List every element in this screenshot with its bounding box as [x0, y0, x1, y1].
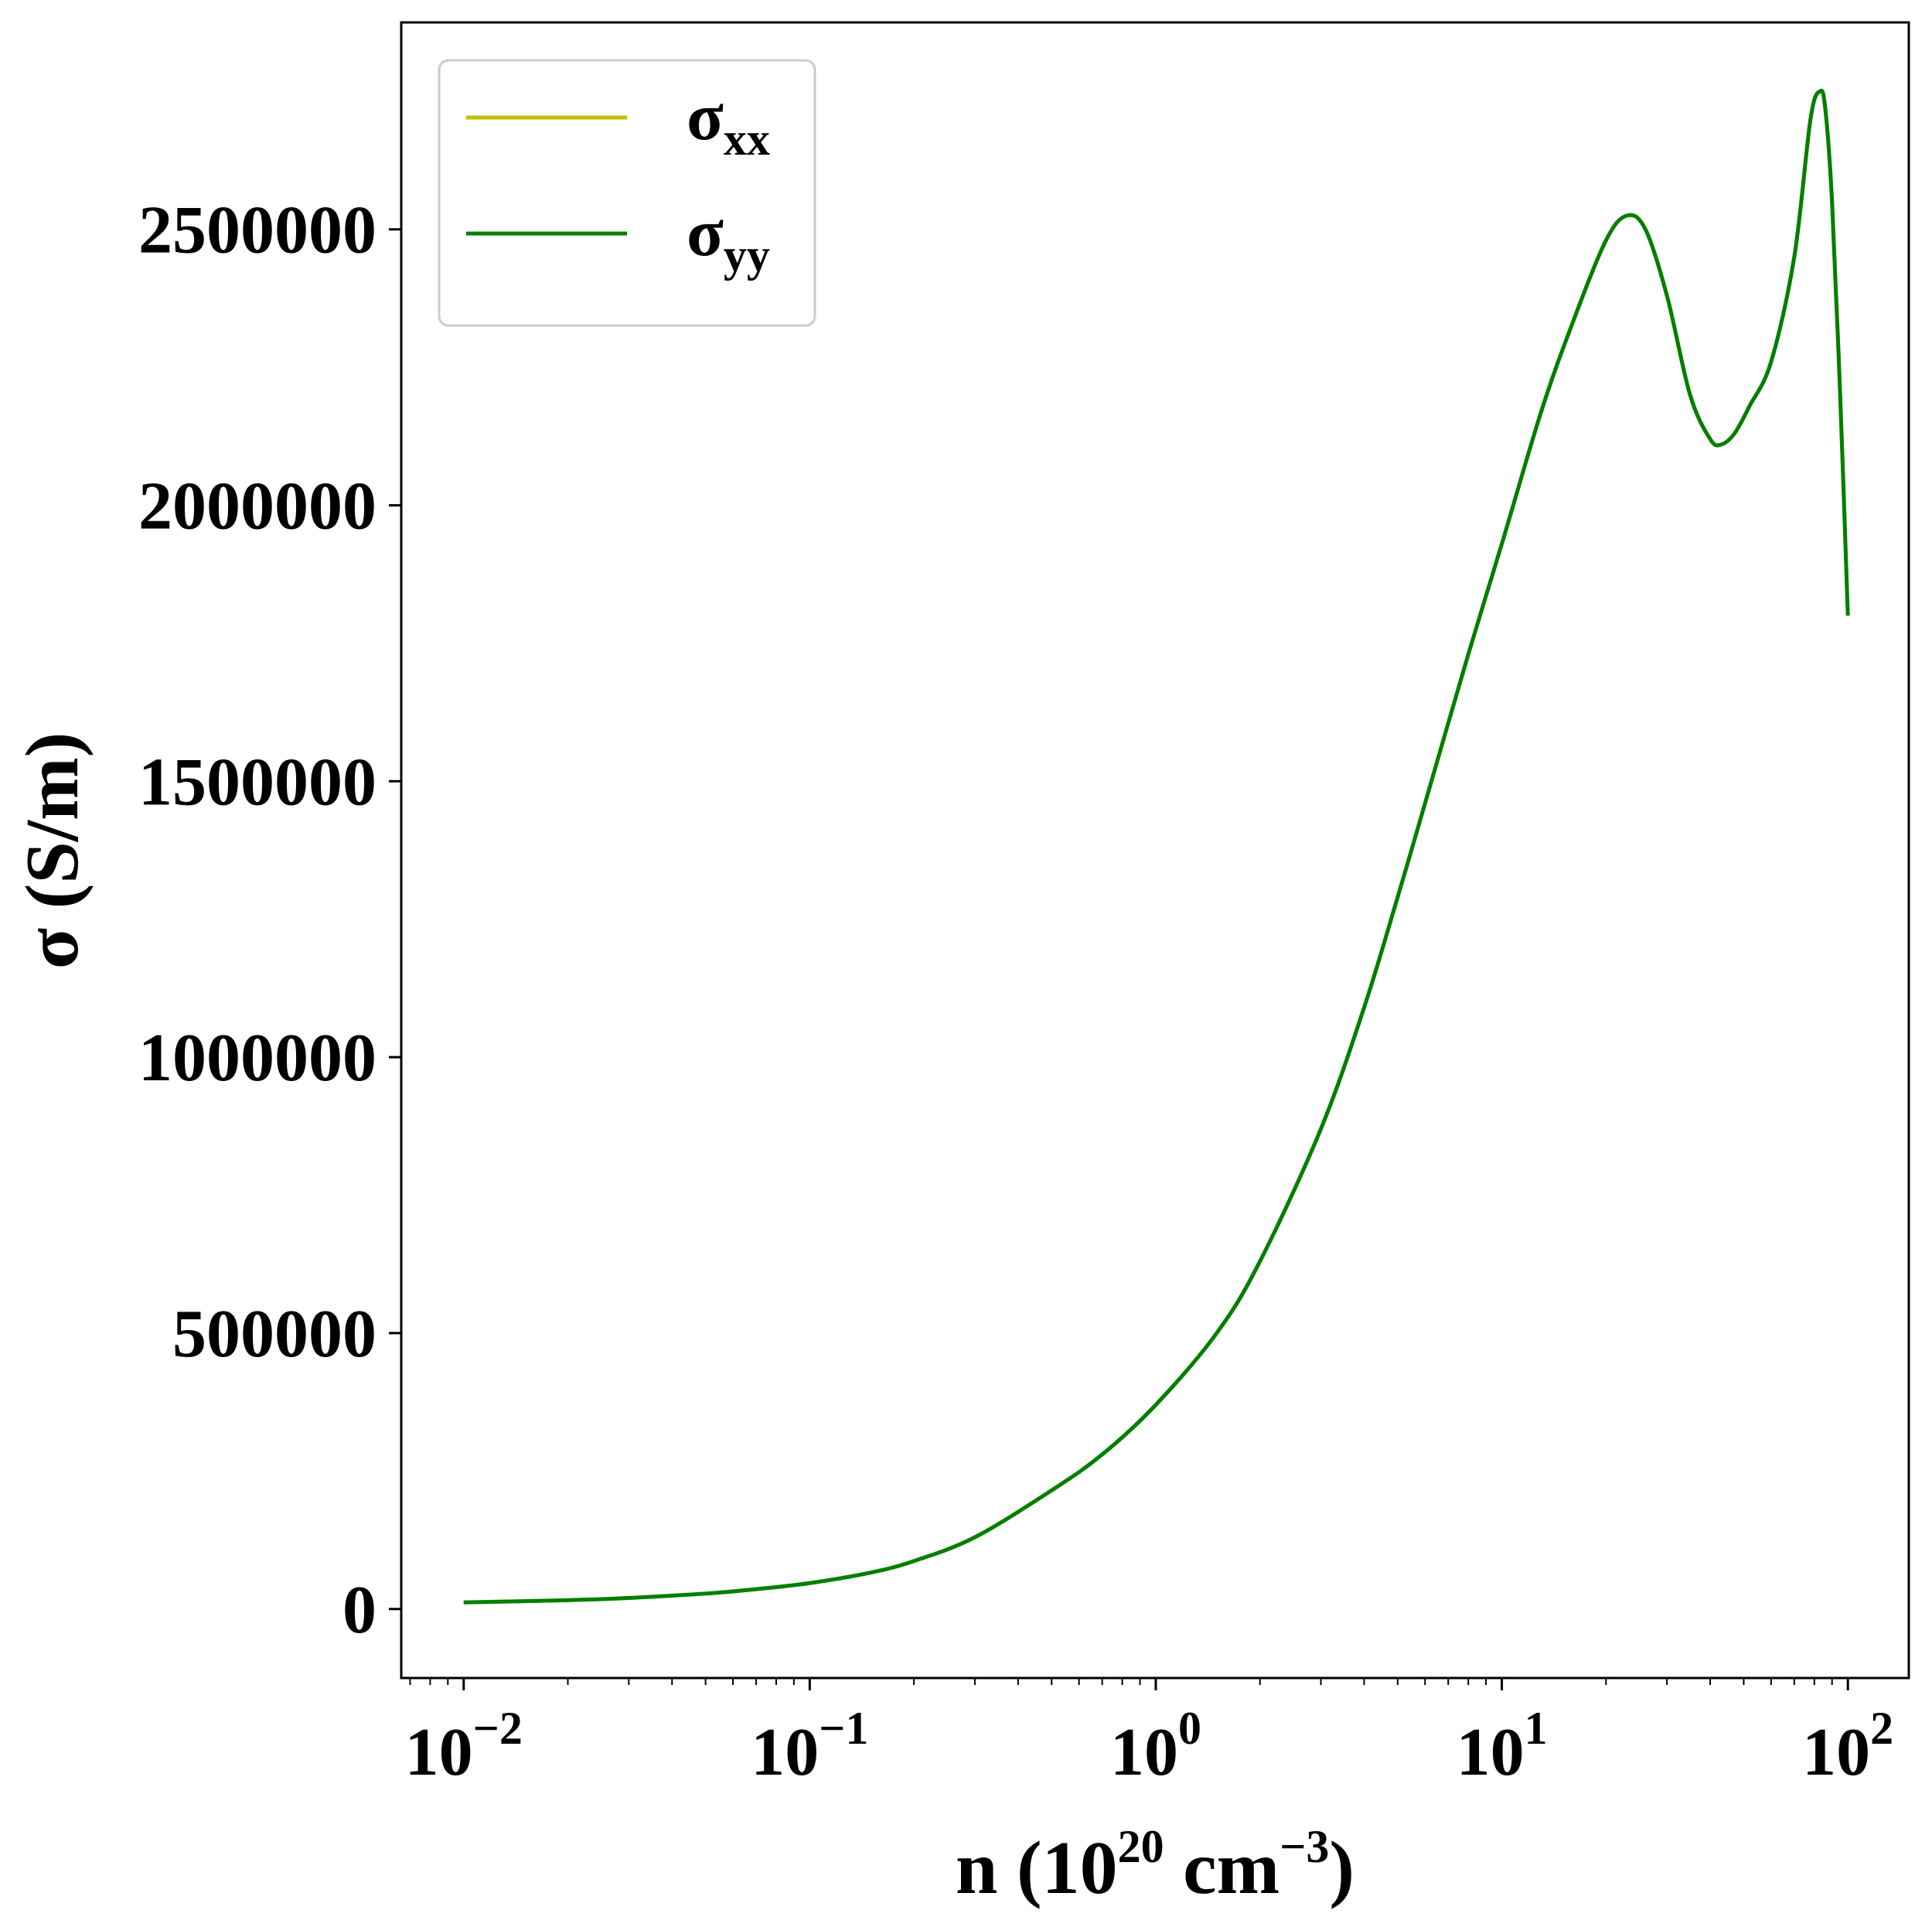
y-tick-label: 2000000	[138, 469, 377, 544]
series-layer	[463, 88, 1850, 1605]
y-tick-label: 500000	[172, 1297, 377, 1372]
x-tick-label: 100	[1110, 1703, 1201, 1790]
legend-box	[438, 59, 816, 327]
series-line-sigma-yy	[463, 88, 1850, 1605]
legend: σxx σyy	[438, 59, 816, 327]
x-axis-ticks: 10−2 10−1 100 101 102	[405, 1678, 1893, 1790]
x-axis-label: n (1020 cm−3)	[956, 1821, 1354, 1910]
legend-label-sigma-yy: σyy	[687, 196, 770, 281]
y-axis-ticks: 0 500000 1000000 1500000 2000000 2500000	[138, 193, 401, 1648]
y-tick-label: 0	[342, 1573, 377, 1648]
x-tick-label: 101	[1457, 1703, 1548, 1790]
y-tick-label: 1500000	[138, 745, 377, 820]
y-tick-label: 1000000	[138, 1021, 377, 1096]
x-tick-label: 10−2	[405, 1703, 523, 1790]
x-tick-label: 10−1	[751, 1703, 868, 1790]
legend-label-sigma-xx: σxx	[687, 80, 770, 165]
x-tick-label: 102	[1802, 1703, 1893, 1790]
y-tick-label: 2500000	[138, 193, 377, 268]
y-axis-label: σ (S/m)	[11, 732, 94, 969]
